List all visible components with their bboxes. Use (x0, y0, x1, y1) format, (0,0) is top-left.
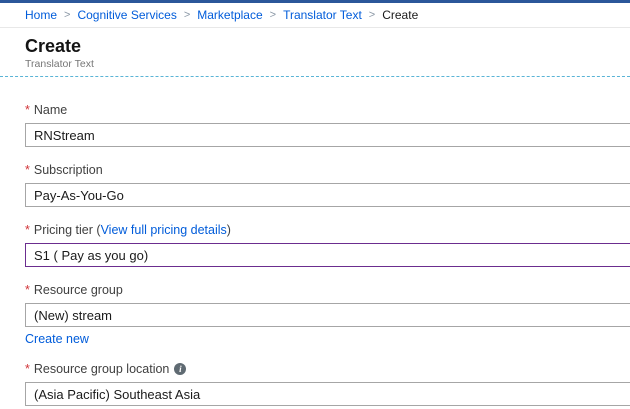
location-label-text: Resource group location (33, 362, 170, 376)
breadcrumb-marketplace[interactable]: Marketplace (197, 8, 263, 22)
breadcrumb-cognitive-services[interactable]: Cognitive Services (77, 8, 177, 22)
view-pricing-details-link[interactable]: View full pricing details (100, 223, 227, 237)
pricing-tier-input[interactable]: S1 ( Pay as you go) (25, 243, 630, 267)
name-input[interactable]: RNStream (25, 123, 630, 147)
blade-header: Create Translator Text (0, 28, 630, 70)
breadcrumb-home[interactable]: Home (25, 8, 58, 22)
location-input[interactable]: (Asia Pacific) Southeast Asia (25, 382, 630, 406)
breadcrumb-separator-icon: > (183, 9, 191, 21)
name-field-group: * Name RNStream (25, 103, 630, 147)
create-new-row: Create new (25, 332, 630, 346)
resource-group-field-group: * Resource group (New) stream Create new (25, 283, 630, 346)
create-form: * Name RNStream * Subscription Pay-As-You-… (0, 77, 630, 406)
subscription-label-text: Subscription (33, 163, 103, 177)
pricing-tier-field-group: * Pricing tier (View full pricing details… (25, 223, 630, 267)
required-asterisk: * (25, 103, 30, 117)
required-asterisk: * (25, 223, 30, 237)
page-subtitle: Translator Text (25, 58, 94, 70)
breadcrumb: Home > Cognitive Services > Marketplace … (0, 3, 630, 28)
pricing-tier-label: * Pricing tier (View full pricing details… (25, 223, 630, 238)
breadcrumb-separator-icon: > (64, 9, 71, 21)
required-asterisk: * (25, 163, 30, 177)
resource-group-input[interactable]: (New) stream (25, 303, 630, 327)
breadcrumb-separator-icon: > (269, 9, 277, 21)
breadcrumb-translator-text[interactable]: Translator Text (283, 8, 362, 22)
subscription-field-group: * Subscription Pay-As-You-Go (25, 163, 630, 207)
info-icon[interactable]: i (174, 363, 187, 375)
required-asterisk: * (25, 362, 30, 376)
breadcrumb-current: Create (382, 8, 419, 22)
name-label: * Name (25, 103, 630, 118)
pricing-tier-label-prefix: Pricing tier ( (33, 223, 101, 237)
create-new-link[interactable]: Create new (25, 332, 89, 346)
subscription-label: * Subscription (25, 163, 630, 178)
top-accent-bar (0, 0, 630, 3)
subscription-input[interactable]: Pay-As-You-Go (25, 183, 630, 207)
resource-group-label: * Resource group (25, 283, 630, 298)
name-label-text: Name (33, 103, 68, 117)
required-asterisk: * (25, 283, 30, 297)
location-label: * Resource group location i (25, 362, 630, 377)
resource-group-label-text: Resource group (33, 283, 123, 297)
location-field-group: * Resource group location i (Asia Pacific)… (25, 362, 630, 406)
pricing-tier-label-suffix: ) (226, 223, 231, 237)
page-title: Create (25, 36, 82, 56)
dashed-divider (0, 76, 630, 77)
breadcrumb-separator-icon: > (368, 9, 376, 21)
